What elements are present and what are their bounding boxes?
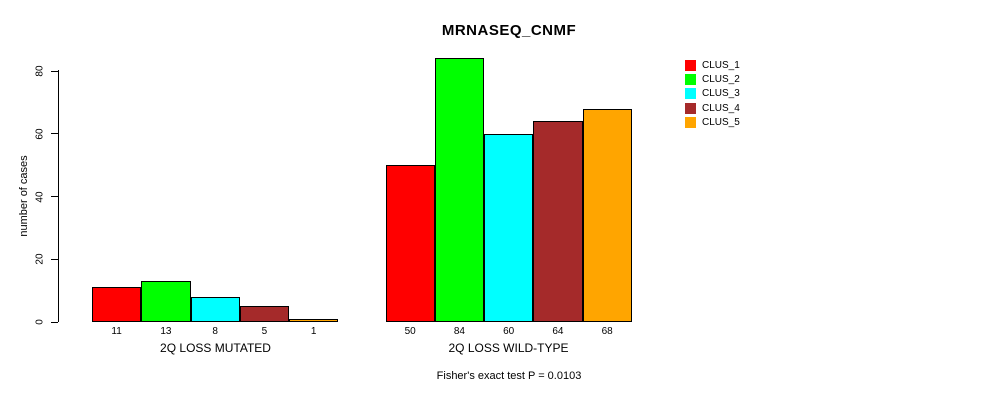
x-group-label-mutated: 2Q LOSS MUTATED (160, 341, 271, 355)
y-axis-label: number of cases (18, 155, 30, 237)
bar-clus_2-group0 (141, 281, 191, 322)
chart-title: MRNASEQ_CNMF (441, 22, 577, 39)
bar-value-label: 5 (261, 326, 268, 337)
legend-item: CLUS_1 (685, 58, 740, 72)
bar-clus_5-group0 (289, 318, 339, 322)
bar-value-label: 11 (111, 326, 122, 337)
y-tick (51, 258, 58, 260)
legend-item: CLUS_2 (685, 72, 740, 86)
y-tick-label: 20 (34, 253, 46, 265)
bar-clus_3-group1 (484, 133, 534, 322)
legend-label: CLUS_4 (702, 102, 740, 114)
bar-value-label: 1 (310, 326, 317, 337)
bar-clus_2-group1 (434, 58, 484, 322)
y-tick-label: 80 (34, 65, 46, 77)
legend-swatch-clus-4 (685, 102, 696, 114)
statistical-test-caption: Fisher's exact test P = 0.0103 (436, 370, 582, 382)
bar-value-label: 8 (212, 326, 218, 337)
legend-item: CLUS_3 (685, 87, 740, 101)
legend-label: CLUS_3 (702, 88, 740, 100)
bar-value-label: 60 (503, 326, 515, 337)
bar-clus_4-group0 (239, 306, 289, 322)
bar-value-label: 50 (404, 326, 416, 337)
bar-value-label: 64 (552, 326, 564, 337)
bar-clus_1-group1 (385, 165, 435, 322)
y-tick (51, 70, 58, 72)
legend-label: CLUS_1 (702, 59, 740, 71)
legend-swatch-clus-5 (685, 117, 696, 129)
y-tick-label: 0 (34, 319, 46, 325)
bar-clus_3-group0 (190, 296, 240, 322)
y-tick (51, 321, 58, 323)
y-axis-line (58, 70, 59, 322)
legend-label: CLUS_2 (702, 74, 740, 86)
legend-item: CLUS_4 (685, 101, 740, 115)
bar-value-label: 13 (160, 326, 172, 337)
legend-swatch-clus-2 (685, 74, 696, 86)
legend-swatch-clus-1 (685, 59, 696, 71)
bar-value-label: 68 (601, 326, 613, 337)
bar-clus_4-group1 (533, 121, 583, 322)
bar-value-label: 84 (453, 326, 465, 337)
legend-label: CLUS_5 (702, 117, 740, 129)
legend-item: CLUS_5 (685, 116, 740, 130)
y-tick (51, 196, 58, 197)
legend: CLUS_1 CLUS_2 CLUS_3 CLUS_4 CLUS_5 (685, 58, 740, 130)
y-tick-label: 40 (34, 190, 46, 203)
y-tick-label: 60 (34, 128, 46, 140)
legend-swatch-clus-3 (685, 88, 696, 100)
x-group-label-wild-type: 2Q LOSS WILD-TYPE (448, 341, 569, 355)
bar-clus_5-group1 (582, 108, 632, 322)
y-tick (51, 133, 58, 135)
bar-clus_1-group0 (92, 287, 142, 322)
